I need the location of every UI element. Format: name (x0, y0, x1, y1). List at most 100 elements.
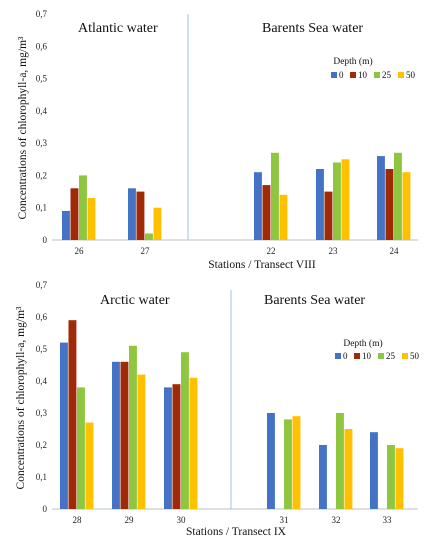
legend-swatch (374, 72, 380, 78)
y-tick-label: 0,1 (36, 203, 47, 213)
bar-station-22-depth-0 (254, 172, 262, 240)
bars (60, 320, 404, 509)
y-tick-labels: 0 0,1 0,2 0,3 0,4 0,5 0,6 0,7 (36, 9, 48, 245)
bar-station-22-depth-10 (262, 185, 271, 240)
x-tick-label: 24 (390, 246, 400, 256)
legend-swatch (354, 353, 360, 359)
y-tick-label: 0,4 (36, 376, 48, 386)
bars (62, 152, 411, 240)
bar-station-31-depth-0 (267, 413, 275, 509)
x-tick-label: 31 (280, 515, 289, 525)
y-tick-label: 0,5 (36, 74, 48, 84)
y-tick-label: 0,7 (36, 280, 48, 290)
y-tick-label: 0,6 (36, 41, 48, 51)
bar-station-29-depth-0 (112, 361, 120, 509)
y-tick-label: 0,4 (36, 106, 48, 116)
bar-station-30-depth-0 (164, 387, 172, 509)
y-tick-label: 0,7 (36, 9, 48, 19)
bar-station-33-depth-25 (387, 445, 395, 509)
bar-station-28-depth-50 (85, 422, 94, 509)
region-label-barents: Barents Sea water (264, 293, 365, 308)
x-tick-labels: 26 27 22 23 24 (75, 246, 400, 256)
x-axis-title: Stations / Transect VIII (208, 259, 316, 271)
legend-label: 50 (410, 351, 420, 361)
bar-station-33-depth-50 (395, 448, 404, 509)
x-axis-title: Stations / Transect IX (186, 526, 287, 538)
y-tick-label: 0,3 (36, 138, 48, 148)
legend-title: Depth (m) (333, 56, 372, 67)
bar-station-29-depth-25 (129, 345, 137, 509)
x-tick-label: 29 (125, 515, 135, 525)
legend-swatch (335, 353, 341, 359)
x-tick-label: 30 (177, 515, 187, 525)
chart-transect-viii: Concentrations of chlorophyll-a, mg/m³ 0… (17, 9, 418, 271)
bar-station-32-depth-50 (344, 429, 353, 509)
x-tick-label: 27 (141, 246, 151, 256)
bar-station-30-depth-10 (172, 384, 181, 509)
bar-station-27-depth-0 (128, 188, 136, 240)
x-tick-label: 23 (329, 246, 339, 256)
y-tick-label: 0 (43, 504, 48, 514)
legend-swatch (402, 353, 408, 359)
bar-station-29-depth-50 (137, 374, 146, 509)
bar-station-31-depth-25 (284, 419, 292, 509)
y-tick-label: 0,6 (36, 312, 48, 322)
legend-swatch (398, 72, 404, 78)
bar-station-33-depth-0 (370, 432, 378, 509)
y-tick-label: 0,1 (36, 472, 47, 482)
y-tick-label: 0 (43, 235, 48, 245)
legend-items: 0 10 25 50 (331, 70, 416, 80)
bar-station-22-depth-25 (271, 152, 279, 240)
legend-items: 0 10 25 50 (335, 351, 420, 361)
bar-station-27-depth-10 (136, 191, 145, 240)
chart-transect-ix: Concentrations of chlorophyll-a, mg/m³ 0… (15, 280, 420, 538)
region-label-barents: Barents Sea water (262, 21, 363, 36)
y-tick-label: 0,2 (36, 170, 47, 180)
legend-label: 25 (386, 351, 396, 361)
bar-station-31-depth-50 (292, 416, 301, 509)
bar-station-24-depth-10 (385, 169, 394, 240)
x-tick-label: 28 (73, 515, 83, 525)
region-label-atlantic: Atlantic water (78, 21, 158, 36)
bar-station-26-depth-0 (62, 210, 70, 240)
bar-station-28-depth-10 (68, 320, 77, 509)
legend-label: 10 (358, 70, 368, 80)
x-tick-label: 33 (383, 515, 393, 525)
bar-station-26-depth-10 (70, 188, 79, 240)
y-axis-title: Concentrations of chlorophyll-a, mg/m³ (17, 36, 29, 219)
legend-label: 0 (343, 351, 348, 361)
bar-station-28-depth-0 (60, 342, 68, 509)
bar-station-24-depth-25 (394, 152, 402, 240)
region-label-arctic: Arctic water (100, 293, 170, 308)
bar-station-30-depth-50 (189, 377, 198, 509)
legend: Depth (m) 0 10 25 50 (335, 338, 420, 361)
bar-station-28-depth-25 (77, 387, 85, 509)
legend-label: 0 (339, 70, 344, 80)
bar-station-32-depth-25 (336, 413, 344, 509)
legend-label: 25 (382, 70, 392, 80)
bar-station-23-depth-0 (316, 169, 324, 240)
legend-title: Depth (m) (343, 338, 382, 349)
legend-swatch (331, 72, 337, 78)
legend: Depth (m) 0 10 25 50 (331, 56, 416, 80)
x-tick-label: 32 (332, 515, 341, 525)
bar-station-24-depth-0 (377, 156, 385, 240)
bar-station-22-depth-50 (279, 194, 288, 240)
y-tick-label: 0,3 (36, 408, 48, 418)
bar-station-27-depth-50 (153, 207, 162, 240)
legend-label: 50 (406, 70, 416, 80)
y-tick-labels: 0 0,1 0,2 0,3 0,4 0,5 0,6 0,7 (36, 280, 48, 514)
bar-station-24-depth-50 (402, 172, 411, 240)
legend-swatch (350, 72, 356, 78)
bar-station-26-depth-50 (87, 198, 96, 240)
legend-label: 10 (362, 351, 372, 361)
y-tick-label: 0,2 (36, 440, 47, 450)
legend-swatch (378, 353, 384, 359)
y-tick-label: 0,5 (36, 344, 48, 354)
bar-station-32-depth-0 (319, 445, 327, 509)
x-tick-label: 22 (267, 246, 276, 256)
bar-station-27-depth-25 (145, 233, 153, 240)
y-axis-title: Concentrations of chlorophyll-a, mg/m³ (15, 306, 27, 489)
bar-station-26-depth-25 (79, 175, 87, 240)
